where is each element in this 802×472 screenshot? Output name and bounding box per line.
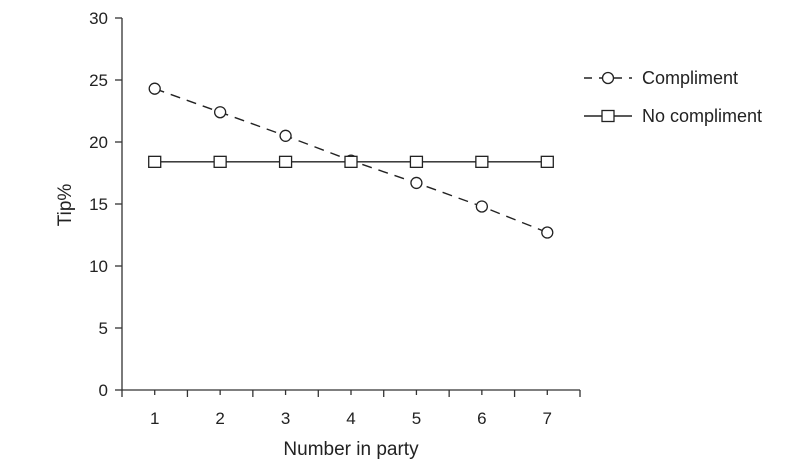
data-point-square xyxy=(540,155,554,168)
legend-marker-circle xyxy=(601,71,615,85)
legend: Compliment No compliment xyxy=(584,68,762,126)
data-point-circle xyxy=(213,106,227,119)
legend-label-1: Compliment xyxy=(642,68,738,88)
data-point-square xyxy=(278,155,293,168)
x-tick-label: 2 xyxy=(215,409,224,428)
data-point-square xyxy=(409,155,424,168)
data-point-square xyxy=(148,155,162,168)
x-tick-label: 7 xyxy=(543,409,552,428)
y-tick-label: 25 xyxy=(89,71,108,90)
x-tick-label: 4 xyxy=(346,409,355,428)
axes: 0 5 10 15 20 25 30 1 2 3 4 5 6 7 xyxy=(89,9,581,428)
y-tick-label: 30 xyxy=(89,9,108,28)
y-tick-label: 20 xyxy=(89,133,108,152)
series-layer xyxy=(148,82,554,239)
x-axis-label: Number in party xyxy=(283,439,419,460)
y-tick-label: 10 xyxy=(89,257,108,276)
data-point-circle xyxy=(148,82,161,95)
data-point-square xyxy=(344,155,358,168)
y-tick-label: 15 xyxy=(89,195,108,214)
x-tick-label: 5 xyxy=(412,409,421,428)
data-point-circle xyxy=(410,176,423,190)
legend-marker-square xyxy=(601,109,615,123)
y-tick-label: 5 xyxy=(99,319,108,338)
data-point-circle xyxy=(279,129,292,142)
x-tick-label: 6 xyxy=(477,409,486,428)
data-point-square xyxy=(213,155,227,168)
data-point-circle xyxy=(475,200,489,213)
y-tick-label: 0 xyxy=(99,381,108,400)
legend-label-2: No compliment xyxy=(642,106,762,126)
y-axis-label: Tip% xyxy=(55,184,76,227)
x-tick-label: 1 xyxy=(150,409,159,428)
data-point-circle xyxy=(541,226,554,239)
data-point-square xyxy=(475,155,489,168)
x-tick-label: 3 xyxy=(281,409,290,428)
